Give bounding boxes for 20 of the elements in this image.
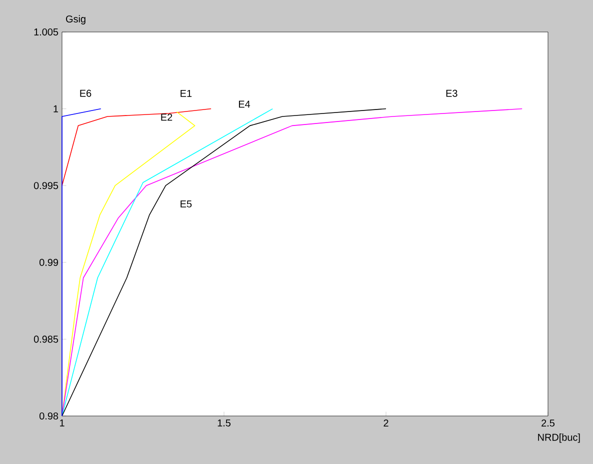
y-tick-label: 0.995 [34, 182, 58, 190]
text: E5 [180, 200, 192, 208]
x-tick-label: 2.5 [542, 420, 555, 427]
y-tick-label: 1 [54, 105, 58, 112]
x-tick-label: 1.5 [218, 420, 231, 426]
y-tick-label: 1.005 [34, 28, 58, 36]
y-tick-label: 0.985 [34, 336, 58, 343]
line-series [62, 108, 212, 186]
y-tick-label: 0.98 [39, 412, 58, 420]
x-tick-label: 2 [384, 420, 388, 426]
series-label: E6 [80, 90, 92, 97]
series-label: E4 [238, 100, 250, 108]
series-label: E1 [180, 90, 192, 97]
series-label: E3 [446, 90, 458, 97]
y-axis-title: Gsig [66, 15, 86, 24]
x-tick-label: 1 [60, 420, 64, 426]
line-series [62, 108, 274, 416]
y-tick-label: 0.99 [39, 258, 58, 266]
series-label: E2 [161, 114, 172, 121]
x-axis-title: NRD[buc] [538, 434, 580, 443]
